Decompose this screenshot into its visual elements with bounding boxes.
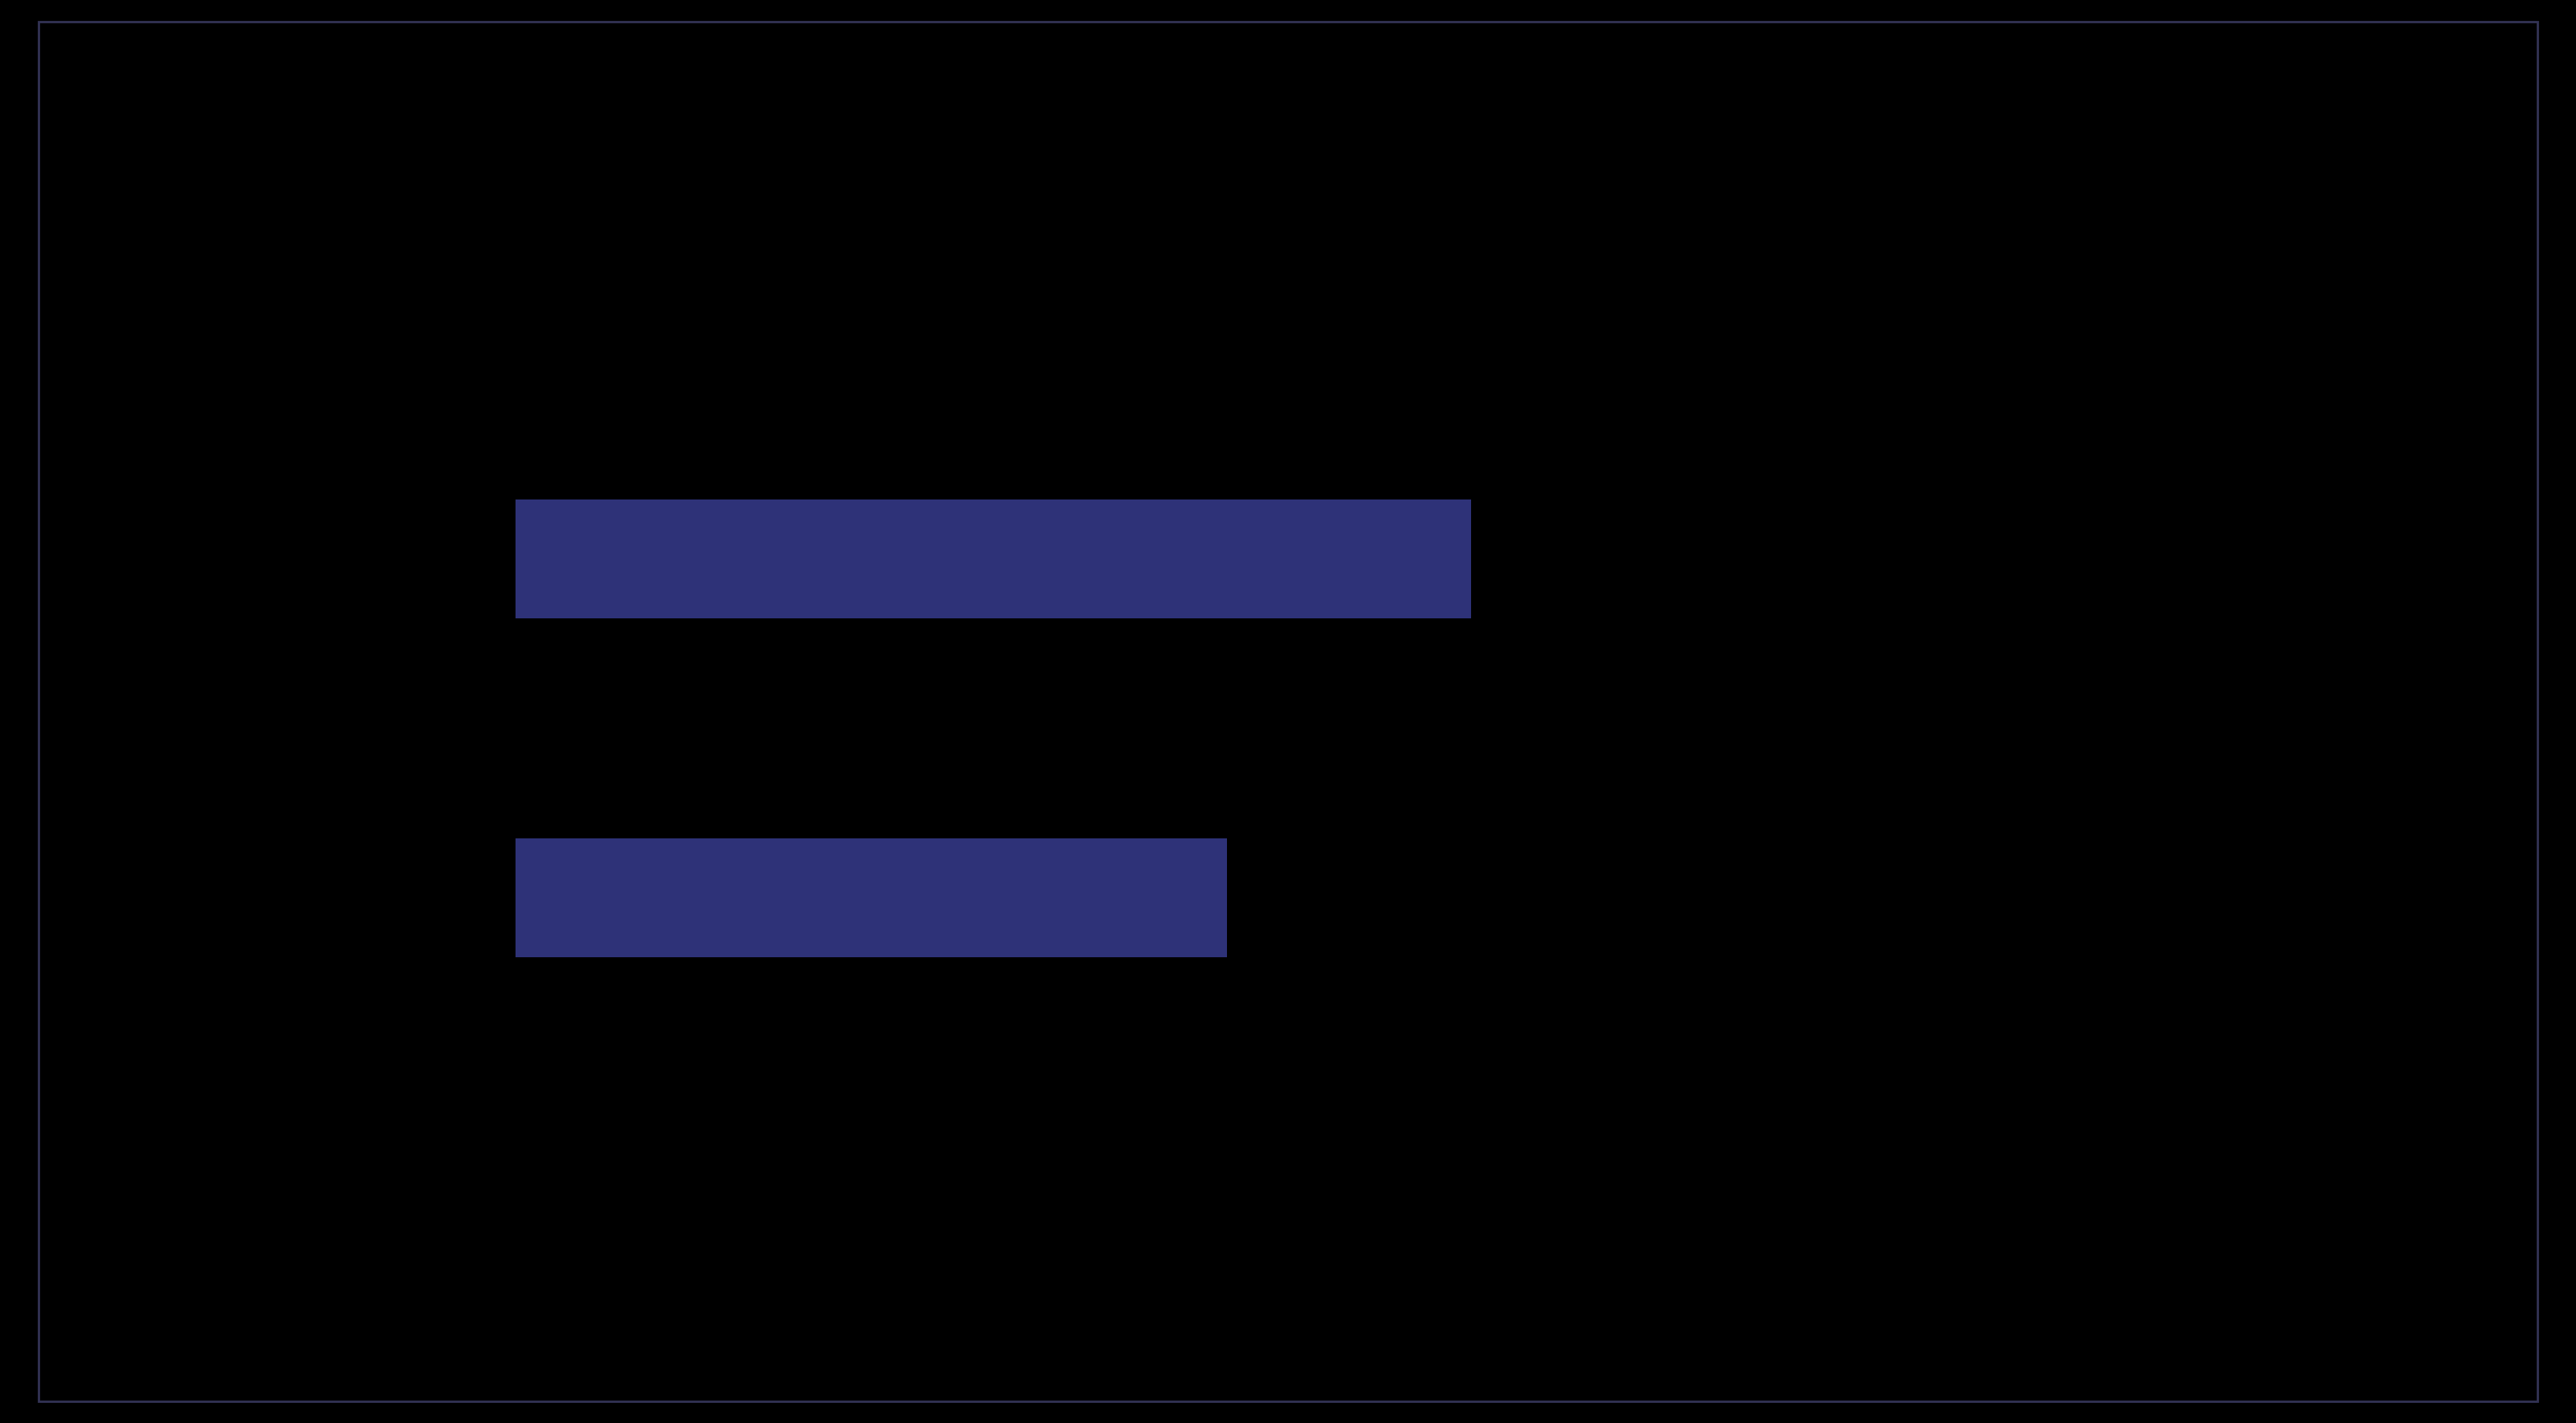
Bar — [515, 838, 1226, 958]
Bar — [515, 499, 1471, 619]
Title: Cost comparison of face to face and distance courses: Cost comparison of face to face and dist… — [873, 306, 1832, 340]
